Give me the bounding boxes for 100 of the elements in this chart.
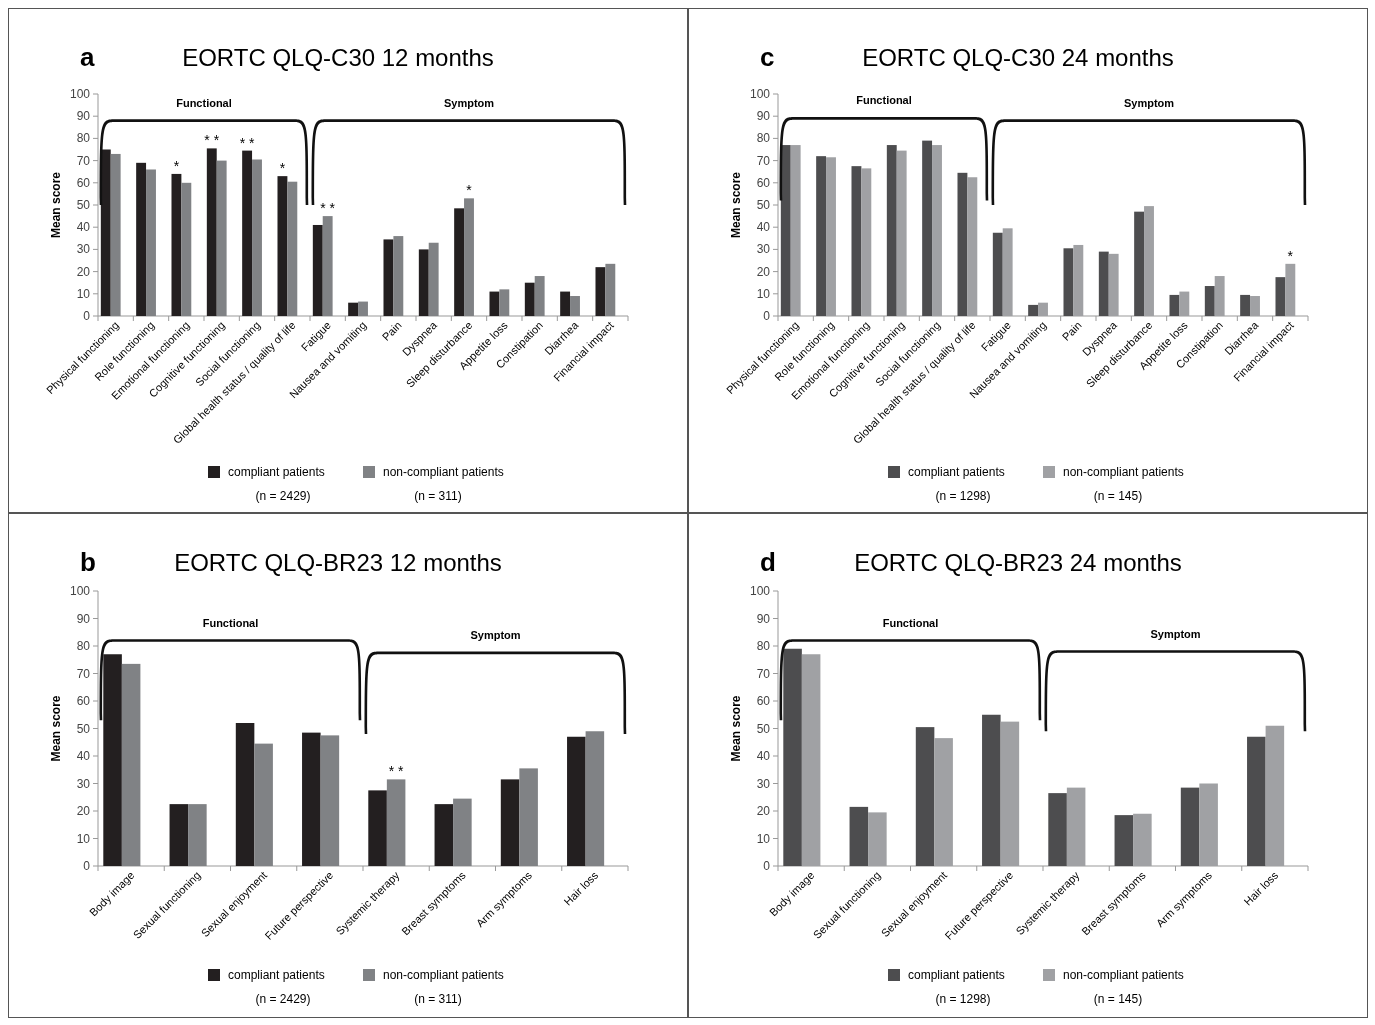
y-tick-label: 40 xyxy=(76,220,91,235)
legend-label: compliant patients xyxy=(228,465,325,479)
annotation: Functional xyxy=(856,94,912,107)
annotation: Functional xyxy=(176,96,232,109)
y-tick-label: 70 xyxy=(76,666,91,681)
y-tick-label: 20 xyxy=(756,264,771,279)
bar xyxy=(922,140,933,316)
y-tick-label: 30 xyxy=(756,242,771,257)
bar xyxy=(287,181,298,316)
x-tick-label: Pain xyxy=(1059,318,1084,343)
y-tick-label: 100 xyxy=(69,584,91,598)
legend-label: non-compliant patients xyxy=(383,465,504,479)
bar xyxy=(169,804,189,866)
annotation: Symptom xyxy=(1123,96,1175,109)
bar xyxy=(1048,793,1067,866)
text: (n = 2429) xyxy=(255,489,311,503)
bar xyxy=(418,249,429,316)
y-tick-label: 0 xyxy=(763,309,771,323)
chart-title: EORTC QLQ-C30 24 months xyxy=(862,44,1174,71)
bar xyxy=(489,291,500,316)
bar xyxy=(146,169,156,316)
y-tick-label: 90 xyxy=(756,611,771,626)
y-tick-label: 0 xyxy=(83,309,91,323)
y-tick-label: 80 xyxy=(76,131,91,146)
bar xyxy=(103,654,122,866)
legend-label: compliant patients xyxy=(228,968,325,982)
bar xyxy=(605,263,616,316)
legend-label: compliant patients xyxy=(908,968,1005,982)
bar xyxy=(886,145,897,316)
y-tick-label: 40 xyxy=(756,749,771,763)
y-tick-label: 100 xyxy=(749,584,771,598)
annotation: * xyxy=(466,182,473,199)
bar xyxy=(1063,248,1074,316)
bar xyxy=(499,289,510,316)
bar xyxy=(171,173,182,316)
y-tick-label: 90 xyxy=(756,109,771,124)
bar xyxy=(915,727,935,866)
bar xyxy=(464,198,474,316)
bar xyxy=(560,291,571,316)
text: b xyxy=(80,547,96,577)
bar xyxy=(780,145,791,316)
bar xyxy=(585,731,605,866)
y-tick-label: 10 xyxy=(756,831,771,846)
y-tick-label: 30 xyxy=(756,776,771,791)
y-axis-title: Mean score xyxy=(729,171,743,239)
bar xyxy=(524,282,535,316)
y-tick-label: 100 xyxy=(749,87,771,101)
bar xyxy=(519,768,538,866)
y-axis-title: Mean score xyxy=(49,695,63,762)
bar xyxy=(783,648,802,866)
y-tick-label: 50 xyxy=(76,721,91,736)
bar xyxy=(136,162,147,316)
annotation: Functional xyxy=(202,616,259,629)
y-tick-label: 70 xyxy=(756,666,771,681)
y-tick-label: 10 xyxy=(756,286,771,301)
bar xyxy=(428,242,439,316)
bar xyxy=(1247,736,1266,866)
bar xyxy=(851,166,862,316)
bar xyxy=(534,276,545,316)
text: (n = 2429) xyxy=(255,992,311,1006)
y-tick-label: 50 xyxy=(76,198,91,212)
bar xyxy=(386,779,406,866)
bar xyxy=(100,149,111,316)
text: d xyxy=(760,547,776,577)
x-tick-label: Pain xyxy=(379,318,404,343)
chart-title: EORTC QLQ-C30 12 months xyxy=(182,44,494,71)
y-tick-label: 90 xyxy=(76,611,91,626)
legend-label: non-compliant patients xyxy=(383,968,504,982)
bar xyxy=(383,239,394,316)
bar xyxy=(254,743,273,866)
bar xyxy=(1275,277,1286,316)
y-tick-label: 30 xyxy=(76,242,91,257)
bar xyxy=(393,236,404,316)
bar xyxy=(849,806,869,866)
chart-title: EORTC QLQ-BR23 12 months xyxy=(174,549,502,576)
y-tick-label: 20 xyxy=(756,804,771,818)
bar xyxy=(816,156,827,316)
y-tick-label: 20 xyxy=(76,264,91,279)
y-tick-label: 30 xyxy=(76,776,91,791)
bar xyxy=(216,160,227,316)
y-tick-label: 20 xyxy=(76,804,91,818)
y-tick-label: 80 xyxy=(76,639,91,653)
bar xyxy=(320,735,340,866)
y-tick-label: 60 xyxy=(76,175,91,190)
text: (n = 311) xyxy=(414,489,462,503)
annotation: Symptom xyxy=(470,628,521,641)
bar xyxy=(348,302,359,316)
bar xyxy=(252,159,262,316)
annotation: * * xyxy=(204,132,220,149)
bar xyxy=(110,153,121,316)
text: a xyxy=(80,42,95,72)
bar xyxy=(957,172,968,316)
bar xyxy=(1169,294,1180,316)
bar xyxy=(1098,251,1109,316)
y-tick-label: 100 xyxy=(69,87,91,101)
y-tick-label: 70 xyxy=(76,153,91,168)
annotation: * xyxy=(1287,247,1294,264)
y-tick-label: 60 xyxy=(756,175,771,190)
legend-label: non-compliant patients xyxy=(1063,968,1184,982)
annotation: * * xyxy=(239,134,256,151)
